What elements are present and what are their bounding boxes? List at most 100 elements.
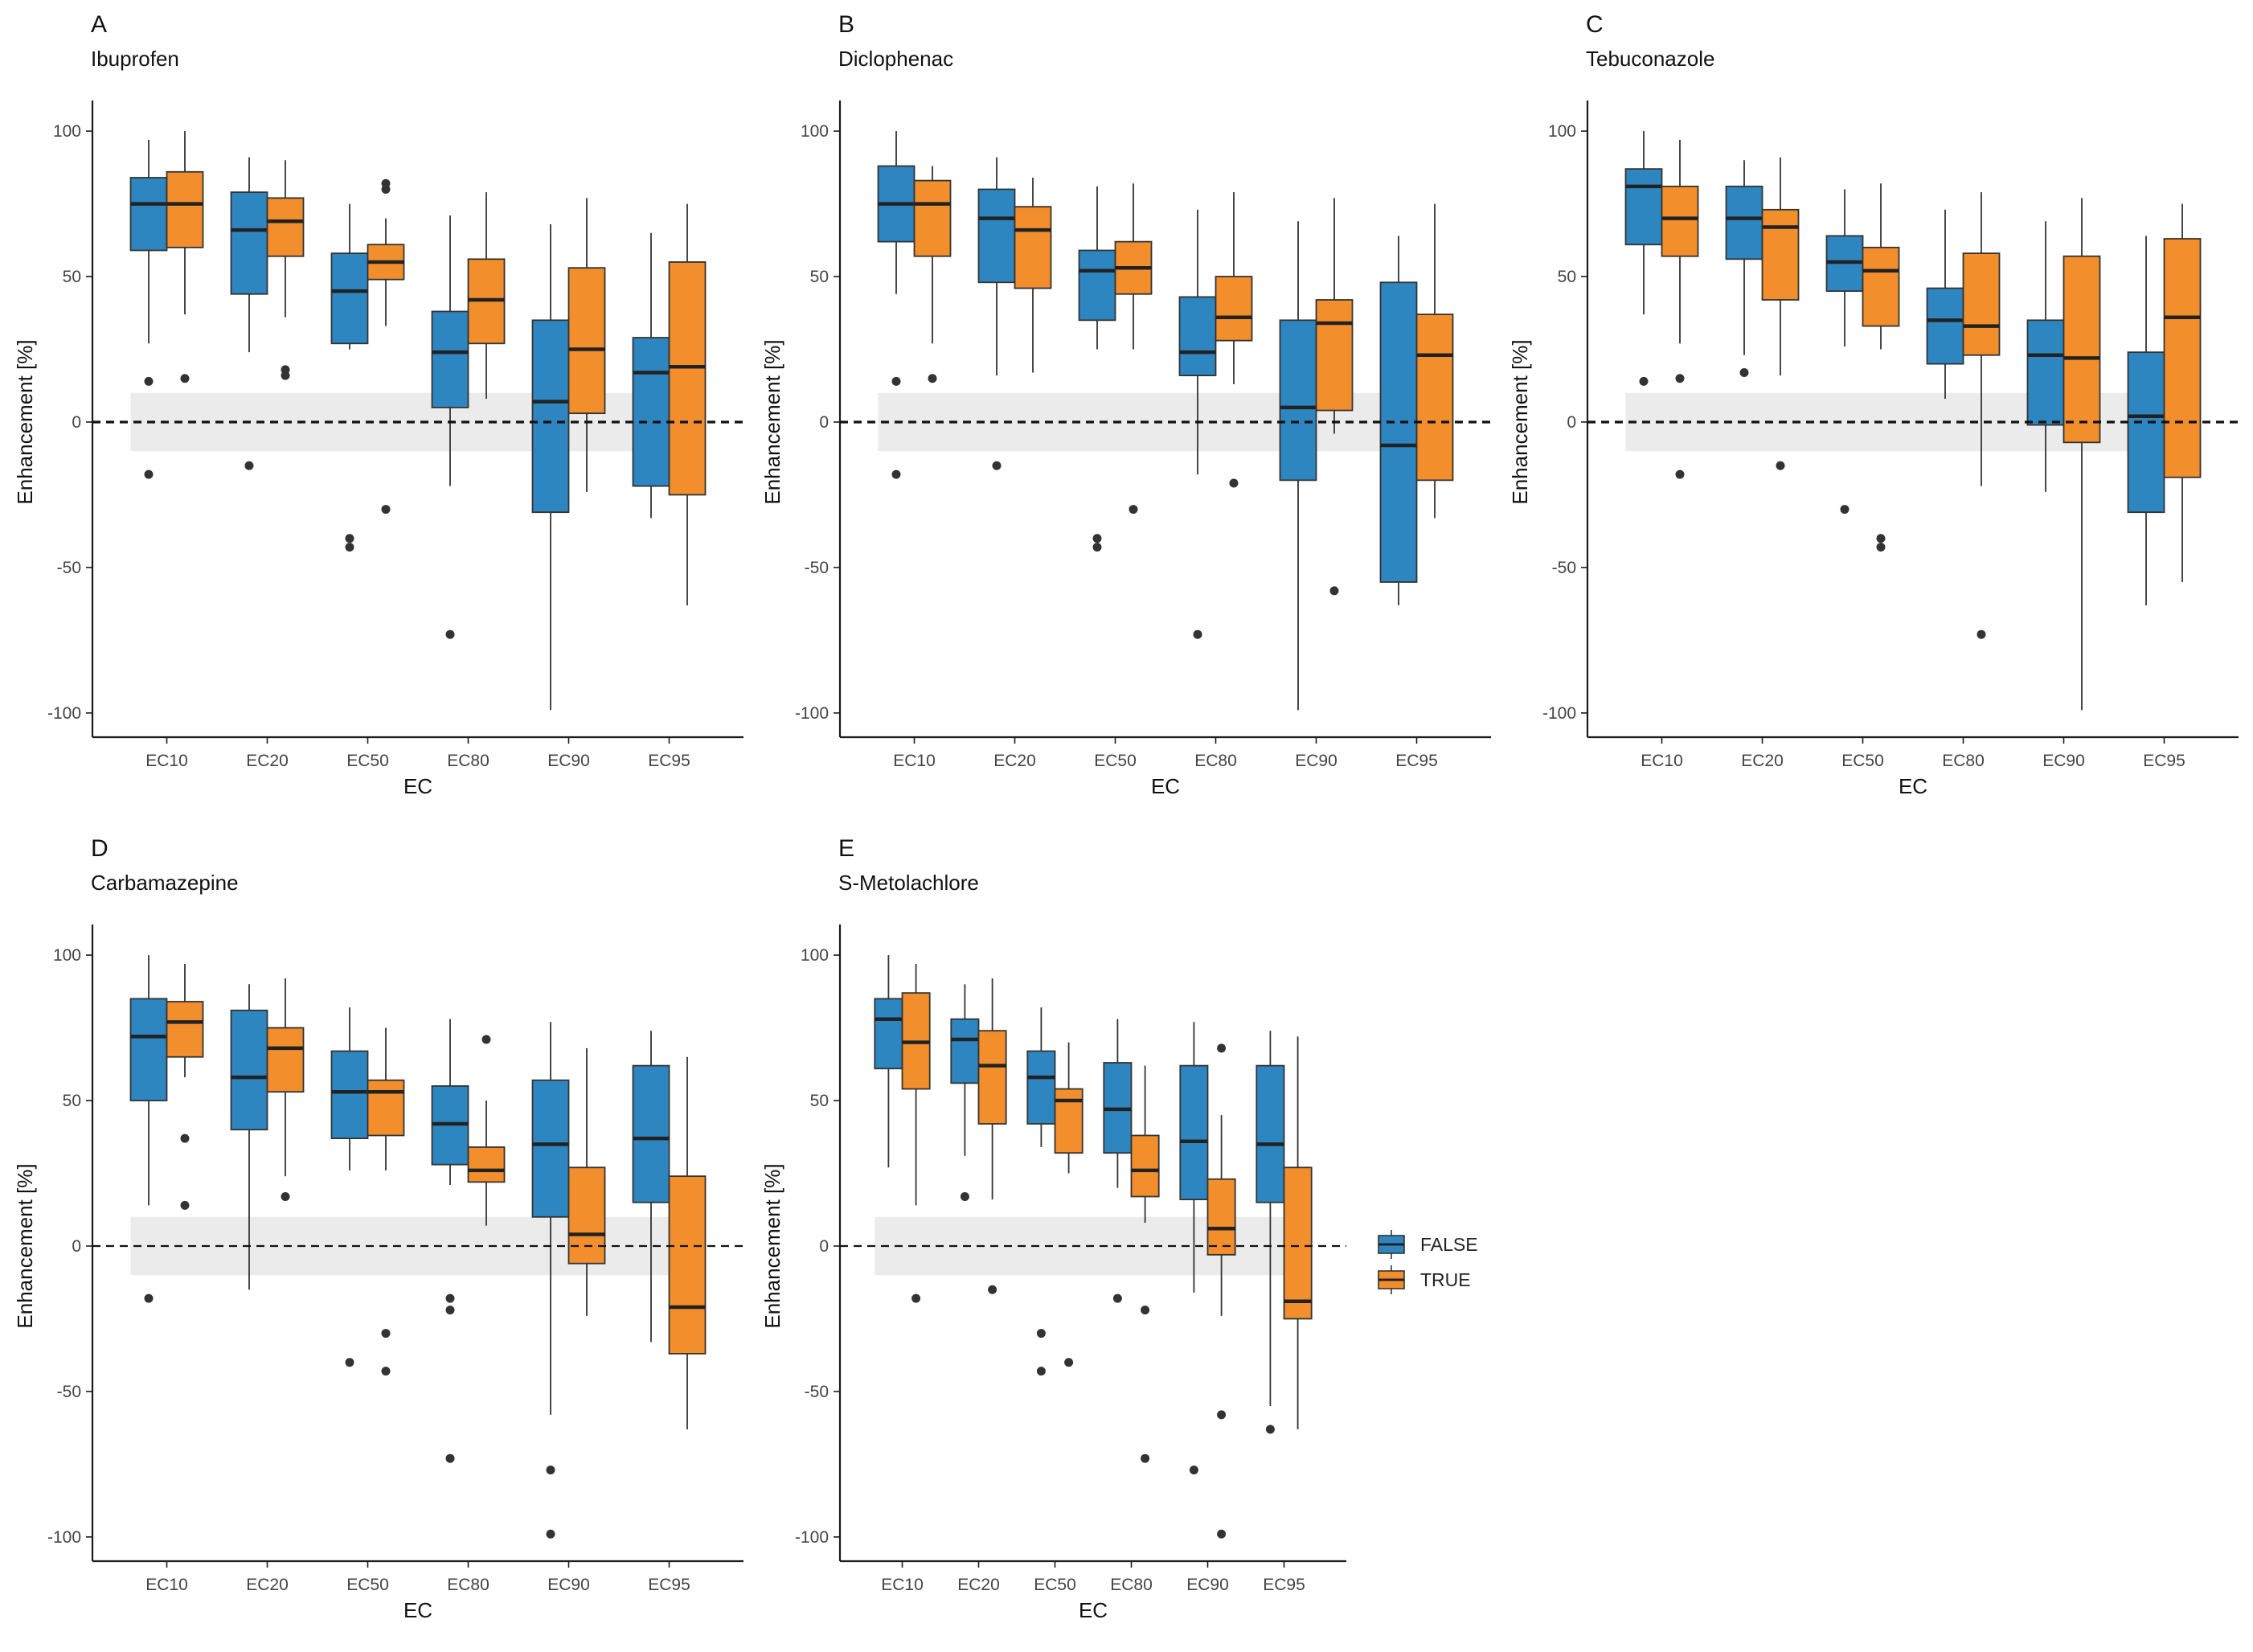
iqr-box xyxy=(1179,1064,1209,1200)
outlier-point xyxy=(144,376,154,386)
outlier-point xyxy=(1092,534,1102,543)
y-tick-label: 100 xyxy=(1548,122,1576,141)
iqr-box xyxy=(977,1030,1007,1125)
outlier-point xyxy=(992,461,1002,470)
outlier-point xyxy=(1092,543,1102,552)
box-true-ec50 xyxy=(1862,183,1900,552)
y-tick-label: 0 xyxy=(72,413,81,432)
box-false-ec95 xyxy=(2127,236,2165,605)
iqr-box xyxy=(874,998,903,1070)
x-axis-title: EC xyxy=(1079,1598,1108,1622)
x-axis-title: EC xyxy=(403,774,432,798)
x-tick-label: EC95 xyxy=(648,1576,690,1594)
iqr-box xyxy=(531,319,570,514)
y-tick-label: 100 xyxy=(801,946,829,965)
y-tick-label: 0 xyxy=(819,413,829,432)
outlier-point xyxy=(180,1133,190,1143)
x-tick-label: EC80 xyxy=(1942,752,1985,770)
panel-title: Tebuconazole xyxy=(1586,47,1714,71)
outlier-point xyxy=(928,374,937,383)
box-false-ec50 xyxy=(1026,1007,1056,1376)
x-tick-label: EC10 xyxy=(881,1576,924,1594)
x-axis-title: EC xyxy=(1151,774,1180,798)
outlier-point xyxy=(1141,1306,1150,1315)
outlier-point xyxy=(481,1035,491,1044)
box-true-ec20 xyxy=(1014,178,1052,373)
iqr-box xyxy=(1761,208,1800,301)
iqr-box xyxy=(129,177,168,252)
outlier-point xyxy=(1675,469,1685,479)
y-tick-label: 50 xyxy=(1558,268,1576,286)
box-true-ec95 xyxy=(668,1056,707,1429)
x-tick-label: EC95 xyxy=(1395,752,1438,770)
iqr-box xyxy=(1206,1178,1236,1256)
outlier-point xyxy=(445,1306,455,1315)
outlier-point xyxy=(281,1191,290,1201)
panel-letter: D xyxy=(91,835,109,862)
outlier-point xyxy=(1639,376,1649,386)
iqr-box xyxy=(1725,185,1763,260)
box-true-ec90 xyxy=(2063,198,2101,711)
iqr-box xyxy=(632,337,670,487)
x-tick-label: EC20 xyxy=(993,752,1036,770)
iqr-box xyxy=(1279,319,1317,482)
outlier-point xyxy=(546,1529,555,1539)
panel-c: C Tebuconazole 100 50 0 -50 -100 EC10 EC20 EC50 EC… xyxy=(1508,11,2239,798)
y-tick-label: -50 xyxy=(1552,559,1576,577)
outlier-point xyxy=(546,1465,555,1475)
outlier-point xyxy=(1189,1465,1198,1475)
y-tick-label: 50 xyxy=(810,268,829,286)
iqr-box xyxy=(668,1175,707,1355)
box-true-ec50 xyxy=(367,178,405,514)
iqr-box xyxy=(1926,287,1964,365)
outlier-point xyxy=(445,629,455,639)
iqr-box xyxy=(1415,314,1454,482)
outlier-point xyxy=(1193,629,1202,639)
box-true-ec80 xyxy=(467,192,506,400)
y-tick-label: 100 xyxy=(801,122,829,141)
iqr-box xyxy=(2163,238,2202,478)
x-tick-label: EC90 xyxy=(2042,752,2085,770)
y-tick-label: -50 xyxy=(805,1383,829,1401)
legend-label: FALSE xyxy=(1420,1234,1478,1255)
iqr-box xyxy=(1962,252,2001,356)
y-tick-label: -100 xyxy=(795,704,829,723)
iqr-box xyxy=(1315,299,1354,412)
panel-a: A Ibuprofen 100 50 0 -50 -100 EC10 EC20 EC50 EC80 E… xyxy=(13,11,743,798)
outlier-point xyxy=(1265,1424,1275,1434)
legend: FALSE TRUE xyxy=(1378,1230,1478,1294)
y-axis-title: Enhancement [%] xyxy=(1508,339,1532,504)
iqr-box xyxy=(632,1064,670,1203)
outlier-point xyxy=(1036,1329,1046,1338)
iqr-box xyxy=(1130,1134,1160,1198)
x-tick-label: EC10 xyxy=(145,752,188,770)
iqr-box xyxy=(367,1079,405,1137)
outlier-point xyxy=(1217,1410,1227,1420)
outlier-point xyxy=(381,505,391,514)
box-false-ec80 xyxy=(1926,209,1964,400)
outlier-point xyxy=(1064,1358,1074,1367)
outlier-point xyxy=(1876,534,1886,543)
x-tick-label: EC95 xyxy=(2143,752,2185,770)
iqr-box xyxy=(166,170,204,248)
iqr-box xyxy=(1283,1166,1313,1320)
outlier-point xyxy=(244,461,254,470)
box-true-ec10 xyxy=(166,131,204,383)
box-false-ec20 xyxy=(977,157,1016,470)
iqr-box xyxy=(531,1079,570,1218)
box-false-ec95 xyxy=(632,232,670,519)
box-false-ec80 xyxy=(431,1019,469,1463)
iqr-box xyxy=(431,310,469,408)
box-true-ec95 xyxy=(668,203,707,605)
outlier-point xyxy=(988,1285,997,1294)
outlier-point xyxy=(180,374,190,383)
iqr-box xyxy=(129,998,168,1101)
x-axis-title: EC xyxy=(1899,774,1927,798)
iqr-box xyxy=(2127,351,2165,514)
box-false-ec50 xyxy=(330,203,369,552)
outlier-point xyxy=(1129,505,1138,514)
x-tick-label: EC80 xyxy=(447,752,490,770)
tolerance-band xyxy=(878,392,1453,452)
x-tick-label: EC90 xyxy=(547,1576,590,1594)
